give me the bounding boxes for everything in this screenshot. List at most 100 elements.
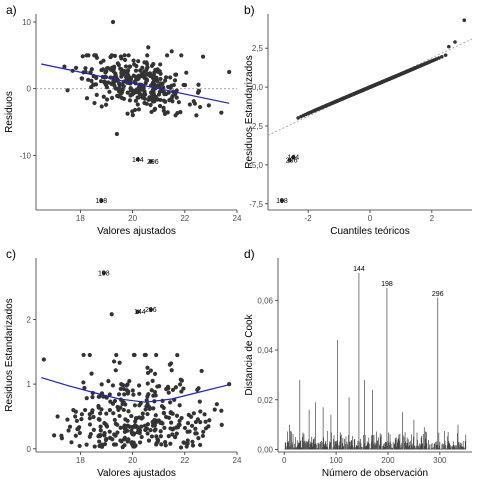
data-point xyxy=(140,411,145,416)
data-point xyxy=(162,425,167,430)
data-point xyxy=(90,408,95,413)
data-point xyxy=(145,53,150,58)
data-point xyxy=(170,411,175,416)
data-point xyxy=(158,76,163,82)
data-point xyxy=(132,403,138,408)
data-point xyxy=(197,399,202,404)
data-point xyxy=(150,99,156,104)
data-point xyxy=(202,412,207,417)
x-tick-label: 300 xyxy=(433,456,447,465)
data-point xyxy=(131,392,136,397)
data-point xyxy=(88,431,93,437)
data-point xyxy=(111,66,116,71)
data-point xyxy=(113,368,118,373)
data-point xyxy=(115,61,120,66)
data-point xyxy=(164,53,170,58)
data-point xyxy=(92,444,97,449)
panel-label: b) xyxy=(244,3,255,17)
data-point xyxy=(151,62,156,67)
data-point xyxy=(71,408,76,413)
data-point xyxy=(127,98,133,103)
data-point xyxy=(79,76,85,81)
data-point xyxy=(133,424,138,429)
data-point xyxy=(206,103,211,108)
data-point xyxy=(80,54,85,59)
data-point xyxy=(107,407,112,413)
data-point xyxy=(131,73,136,78)
y-axis-title: Distancia de Cook xyxy=(244,313,255,395)
point-label: 296 xyxy=(147,159,159,166)
data-point xyxy=(87,422,93,427)
data-point xyxy=(173,72,179,77)
data-point xyxy=(104,66,110,71)
labeled-point xyxy=(101,270,106,275)
data-point xyxy=(84,396,89,401)
data-point xyxy=(134,416,139,421)
data-point xyxy=(144,398,149,403)
data-point xyxy=(161,411,167,416)
data-point xyxy=(144,101,149,106)
data-point xyxy=(109,312,114,317)
data-point xyxy=(124,388,130,393)
data-point xyxy=(73,433,78,438)
data-point xyxy=(150,378,155,383)
data-point xyxy=(133,98,138,103)
data-point xyxy=(177,382,183,387)
data-point xyxy=(151,393,156,398)
data-point xyxy=(125,382,130,387)
data-point xyxy=(158,429,163,434)
data-point xyxy=(122,53,127,58)
data-point xyxy=(117,413,122,419)
y-tick-label: -7,5 xyxy=(249,200,263,209)
labeled-point xyxy=(148,159,153,164)
data-point xyxy=(172,78,178,83)
data-point xyxy=(168,441,173,446)
data-point xyxy=(176,422,181,428)
data-point xyxy=(157,89,162,94)
data-point xyxy=(101,94,106,99)
data-point xyxy=(219,110,224,115)
data-point xyxy=(82,385,87,391)
point-label: 198 xyxy=(98,270,110,277)
data-point xyxy=(136,427,141,432)
data-point xyxy=(168,75,173,80)
data-point xyxy=(104,411,109,416)
data-point xyxy=(137,73,142,78)
x-axis-title: Valores ajustados xyxy=(97,226,176,237)
labeled-point xyxy=(135,309,140,314)
data-point xyxy=(90,394,95,400)
data-point xyxy=(179,389,184,394)
data-point xyxy=(170,93,175,99)
data-point xyxy=(133,68,139,73)
data-point xyxy=(118,438,123,443)
data-point xyxy=(125,68,131,73)
data-point xyxy=(97,439,102,444)
point-label: 198 xyxy=(95,198,107,205)
data-point xyxy=(163,78,168,83)
labeled-point xyxy=(291,155,296,160)
data-point xyxy=(84,96,90,101)
data-point xyxy=(94,92,99,97)
y-tick-label: 1 xyxy=(27,380,32,389)
data-point xyxy=(158,97,163,103)
qq-point xyxy=(296,116,300,120)
data-point xyxy=(154,352,159,358)
data-point xyxy=(129,413,134,419)
data-point xyxy=(165,110,170,115)
data-point xyxy=(107,392,112,397)
data-point xyxy=(219,408,224,413)
data-point xyxy=(137,383,142,388)
data-point xyxy=(196,82,201,87)
panel-label: c) xyxy=(6,247,16,261)
data-point xyxy=(99,104,104,109)
data-point xyxy=(122,392,127,397)
data-point xyxy=(118,91,123,96)
data-point xyxy=(196,436,201,441)
trend-line xyxy=(41,377,230,403)
data-point xyxy=(96,417,101,422)
data-point xyxy=(193,431,198,436)
y-tick-label: -5,0 xyxy=(249,161,263,170)
data-point xyxy=(181,82,186,88)
data-point xyxy=(92,100,97,106)
data-point xyxy=(98,428,103,433)
